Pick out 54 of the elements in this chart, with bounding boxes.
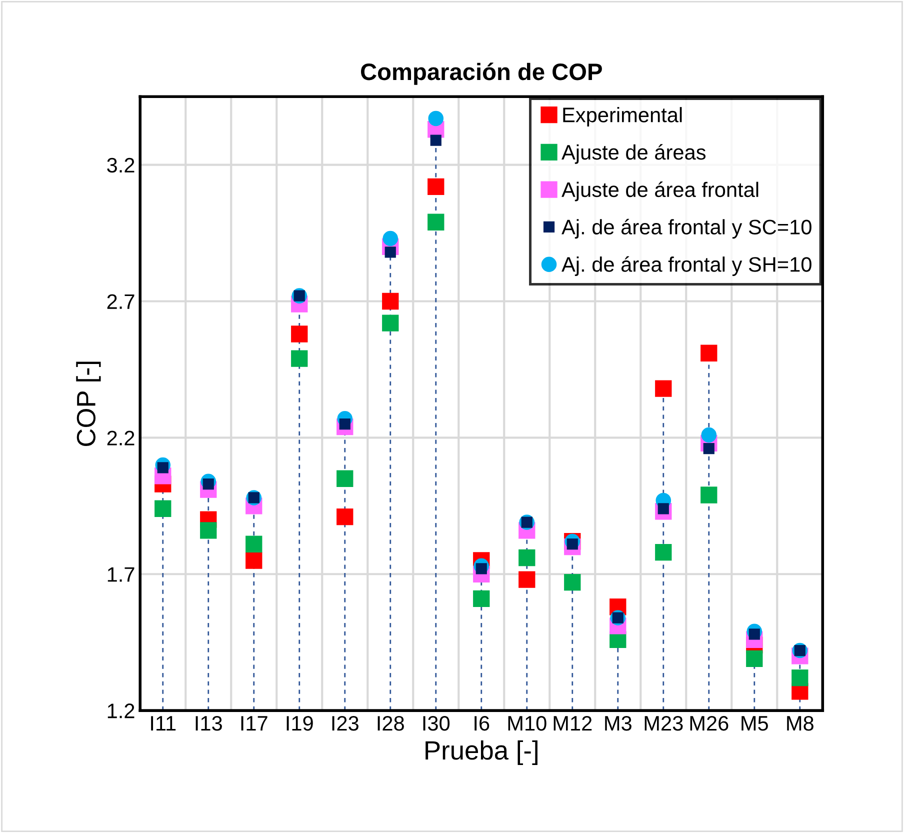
x-tick-label: I17 <box>241 716 268 731</box>
point <box>430 134 442 146</box>
x-tick-label: M23 <box>644 716 683 731</box>
y-axis-title: COP [-] <box>76 362 101 446</box>
point <box>291 350 308 367</box>
point <box>792 669 808 686</box>
x-tick-label: I13 <box>196 716 222 731</box>
x-tick-label: M26 <box>690 716 728 731</box>
x-tick-label: I6 <box>474 716 490 731</box>
point <box>200 522 217 539</box>
x-tick-label: I23 <box>332 716 358 731</box>
point <box>382 292 399 310</box>
point <box>428 214 444 230</box>
point <box>428 110 444 126</box>
legend-label: Ajuste de áreas <box>562 144 706 164</box>
point <box>473 590 490 608</box>
x-tick-label: M12 <box>554 716 592 731</box>
point <box>382 230 398 246</box>
point <box>336 470 354 487</box>
point <box>154 500 172 517</box>
legend-label: Aj. de área frontal y SH=10 <box>562 256 812 276</box>
point <box>518 549 536 566</box>
x-tick-label: I30 <box>423 716 450 731</box>
x-tick-label: M5 <box>742 716 768 731</box>
point <box>246 536 262 552</box>
point <box>655 544 672 561</box>
x-tick-label: M3 <box>605 716 632 731</box>
y-tick-label: 1.2 <box>108 704 134 718</box>
point <box>291 326 308 342</box>
legend-label: Aj. de área frontal y SC=10 <box>562 218 812 239</box>
point <box>336 508 354 526</box>
legend-label: Ajuste de área frontal <box>562 182 758 202</box>
chart-title: Comparación de COP <box>360 62 602 85</box>
legend-label: Experimental <box>563 107 682 126</box>
point <box>700 486 718 504</box>
point <box>700 344 718 362</box>
point <box>701 427 717 443</box>
y-tick-label: 2.2 <box>107 430 134 446</box>
point <box>518 571 536 588</box>
point <box>246 552 262 569</box>
point <box>428 178 444 196</box>
point <box>746 650 763 668</box>
x-tick-label: I11 <box>151 716 176 731</box>
x-tick-label: I28 <box>378 716 404 731</box>
y-tick-label: 2.7 <box>107 294 134 309</box>
x-tick-label: M10 <box>508 716 546 731</box>
y-tick-label: 3.2 <box>107 158 134 173</box>
x-tick-label: I19 <box>286 716 313 731</box>
point <box>564 574 581 591</box>
x-axis-title: Prueba [-] <box>426 740 538 765</box>
point <box>382 314 399 332</box>
x-tick-label: M8 <box>787 716 814 731</box>
point <box>655 380 672 397</box>
y-tick-label: 1.7 <box>108 567 134 582</box>
